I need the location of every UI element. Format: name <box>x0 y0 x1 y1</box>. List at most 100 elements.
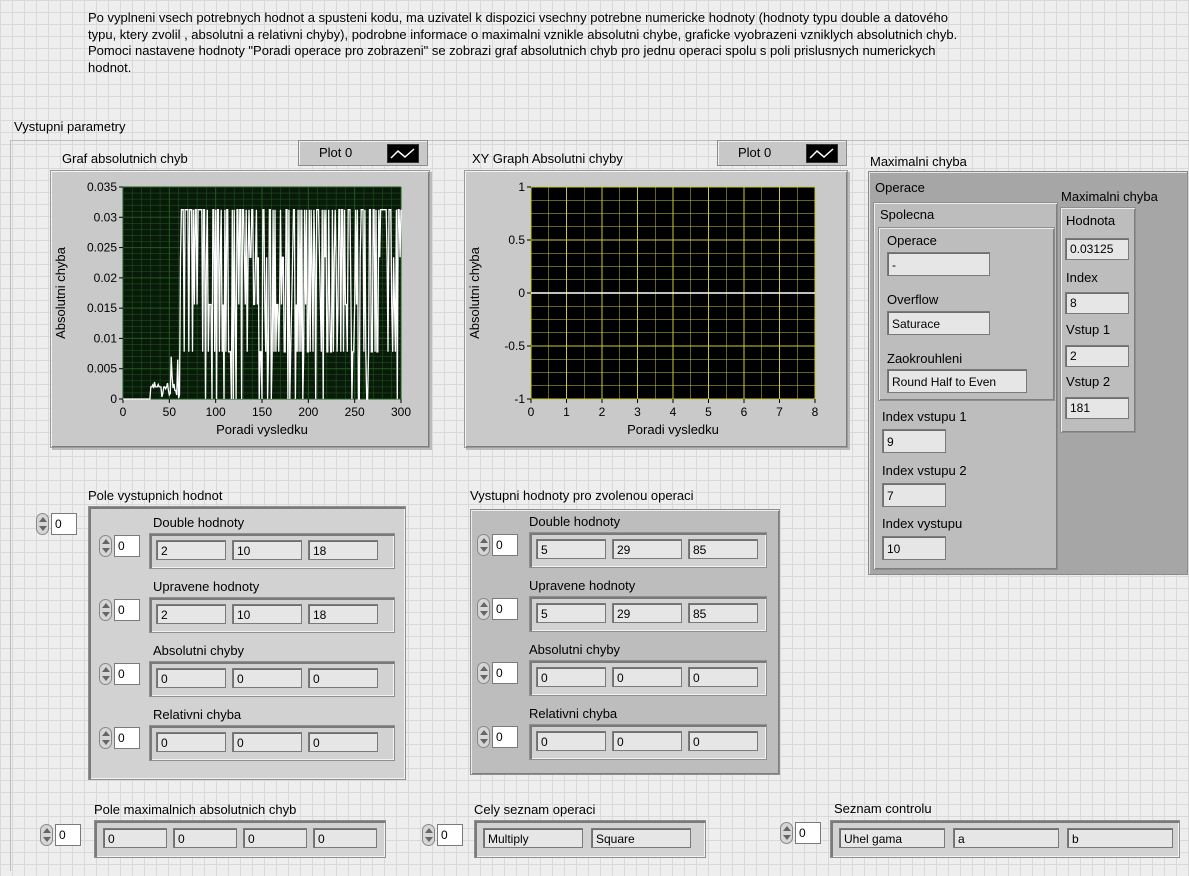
pole-row-index-value[interactable]: 0 <box>114 535 140 557</box>
pole-row-value: 0 <box>308 732 378 752</box>
pole-row-index-value[interactable]: 0 <box>114 727 140 749</box>
index-spinner-icon[interactable] <box>36 513 49 535</box>
y-tick-label: 1 <box>518 180 525 194</box>
index-field: 8 <box>1065 292 1129 314</box>
pole-row-value: 18 <box>308 604 378 624</box>
vystupni-row-label: Absolutni chyby <box>529 642 621 657</box>
graph2-legend-label: Plot 0 <box>738 145 772 160</box>
zaokrouhleni-field: Round Half to Even <box>887 369 1027 393</box>
y-tick-label: 0.025 <box>87 241 117 255</box>
max-title: Maximalni chyba <box>870 154 967 169</box>
cely-value: Square <box>591 828 691 848</box>
pole-max-array: 0 0 0 0 <box>94 820 386 858</box>
index-spinner-icon[interactable] <box>99 727 112 749</box>
index-spinner-icon[interactable] <box>40 824 53 846</box>
vystupni-row-label: Upravene hodnoty <box>529 578 636 593</box>
y-tick-label: -1 <box>514 392 525 406</box>
index-spinner-icon[interactable] <box>477 534 490 556</box>
index-spinner-icon[interactable] <box>477 726 490 748</box>
pole-row-array: 2 10 18 <box>149 533 395 569</box>
graph2-plot-legend[interactable]: Plot 0 <box>717 140 847 166</box>
operace-field-label: Operace <box>887 233 937 248</box>
x-axis-label: Poradi vysledku <box>627 422 719 437</box>
spolecna-cluster: Operace - Overflow Saturace Zaokrouhleni… <box>878 227 1055 401</box>
overflow-label: Overflow <box>887 292 939 307</box>
graph1-legend-label: Plot 0 <box>319 145 353 160</box>
vstup1-label: Vstup 1 <box>1066 322 1111 337</box>
pole-row-value: 0 <box>156 732 226 752</box>
graph2-chart[interactable]: 0 1 2 3 4 5 6 7 8 -1 -0.5 0 0.5 1 Poradi vysledku Absol… <box>465 171 847 447</box>
spolecna-label: Spolecna <box>880 207 935 222</box>
vystupni-row-label: Double hodnoty <box>529 514 621 529</box>
cely-index-value[interactable]: 0 <box>437 824 463 846</box>
index-spinner-icon[interactable] <box>477 662 490 684</box>
zaokrouhleni-label: Zaokrouhleni <box>887 351 963 366</box>
index-spinner-icon[interactable] <box>780 822 793 844</box>
x-tick-label: 0 <box>528 405 535 419</box>
output-parameters-frame <box>10 140 1189 871</box>
index-spinner-icon[interactable] <box>99 599 112 621</box>
pole-row-index-value[interactable]: 0 <box>114 663 140 685</box>
index-spinner-icon[interactable] <box>422 824 435 846</box>
index-vstupu1-field: 9 <box>882 429 946 453</box>
seznam-value: a <box>953 828 1059 848</box>
x-tick-label: 0 <box>120 405 127 419</box>
vystupni-title: Vystupni hodnoty pro zvolenou operaci <box>470 488 694 503</box>
pole-outer-index-value[interactable]: 0 <box>51 513 77 535</box>
x-tick-label: 2 <box>599 405 606 419</box>
vstup2-label: Vstup 2 <box>1066 374 1111 389</box>
index-spinner-icon[interactable] <box>477 598 490 620</box>
pole-row-value: 0 <box>156 668 226 688</box>
y-tick-label: 0.02 <box>94 271 118 285</box>
pole-row-value: 0 <box>232 732 302 752</box>
pole-array-frame: Double hodnoty 0 2 10 18 Upravene hodnoty 0 2 10… <box>88 506 406 780</box>
y-tick-label: 0.03 <box>94 210 118 224</box>
pole-max-index-value[interactable]: 0 <box>55 824 81 846</box>
vstup1-field: 2 <box>1065 345 1129 367</box>
x-tick-label: 50 <box>163 405 177 419</box>
pole-row-value: 0 <box>232 668 302 688</box>
y-tick-label: 0 <box>110 392 117 406</box>
pole-max-value: 0 <box>243 828 307 848</box>
pole-row-label: Absolutni chyby <box>153 643 245 658</box>
x-tick-label: 1 <box>563 405 570 419</box>
maxchyba-cluster: Hodnota 0.03125 Index 8 Vstup 1 2 Vstup … <box>1060 207 1136 433</box>
seznam-index-value[interactable]: 0 <box>795 822 821 844</box>
vystupni-row-index-value[interactable]: 0 <box>492 598 518 620</box>
y-tick-label: -0.5 <box>504 339 525 353</box>
hodnota-field: 0.03125 <box>1065 238 1129 260</box>
cely-value: Multiply <box>483 828 583 848</box>
vystupni-row-index-value[interactable]: 0 <box>492 534 518 556</box>
seznam-array: Uhel gama a b <box>830 820 1180 858</box>
pole-max-value: 0 <box>103 828 167 848</box>
vystupni-row-index-value[interactable]: 0 <box>492 726 518 748</box>
graph1-plot-legend[interactable]: Plot 0 <box>298 140 428 166</box>
vystupni-row-value: 85 <box>688 539 758 559</box>
index-vystupu-field: 10 <box>882 536 946 560</box>
vystupni-row-value: 29 <box>612 539 682 559</box>
vystupni-row-index-value[interactable]: 0 <box>492 662 518 684</box>
vystupni-row-value: 29 <box>612 603 682 623</box>
section-label: Vystupni parametry <box>14 119 126 134</box>
vystupni-row-value: 0 <box>612 667 682 687</box>
index-label: Index <box>1066 270 1098 285</box>
y-tick-label: 0.035 <box>87 180 117 194</box>
x-axis-label: Poradi vysledku <box>216 422 308 437</box>
index-spinner-icon[interactable] <box>99 663 112 685</box>
graph2-panel: 0 1 2 3 4 5 6 7 8 -1 -0.5 0 0.5 1 Poradi vysledku Absol… <box>464 170 848 448</box>
vystupni-row-array: 5 29 85 <box>529 532 767 568</box>
pole-row-value: 2 <box>156 540 226 560</box>
index-vystupu-label: Index vystupu <box>882 516 963 531</box>
y-tick-label: 0.005 <box>87 362 117 376</box>
cely-array: Multiply Square <box>474 820 706 858</box>
vystupni-row-value: 0 <box>688 667 758 687</box>
vystupni-cluster: Double hodnoty 0 5 29 85 Upravene hodnoty 0 5 29… <box>470 509 780 775</box>
vstup2-field: 181 <box>1065 397 1129 419</box>
index-spinner-icon[interactable] <box>99 535 112 557</box>
pole-row-label: Relativni chyba <box>153 707 242 722</box>
graph1-chart[interactable]: 0 50 100 150 200 250 300 0 0.005 0.01 0.015 0.02 0.0… <box>51 171 429 447</box>
pole-max-value: 0 <box>173 828 237 848</box>
pole-row-index-value[interactable]: 0 <box>114 599 140 621</box>
max-cluster: Operace Spolecna Operace - Overflow Satu… <box>868 171 1188 575</box>
